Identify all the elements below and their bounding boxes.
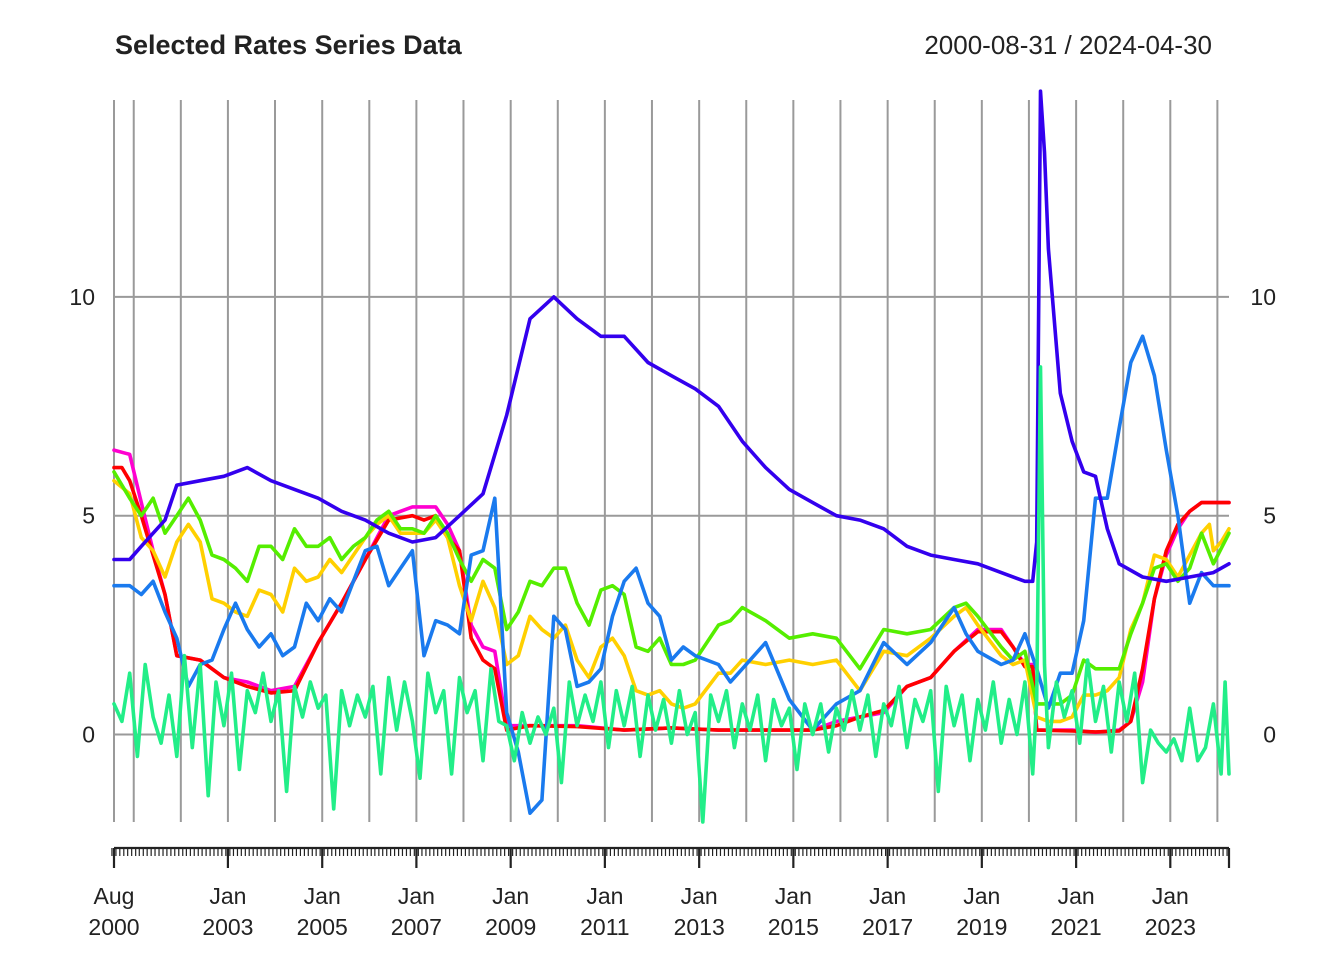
x-tick-label-month-6: Jan bbox=[681, 883, 718, 909]
series-line-2 bbox=[112, 465, 1231, 734]
x-tick-label-month-0: Aug bbox=[94, 883, 135, 909]
x-tick-label-year-8: 2017 bbox=[862, 914, 913, 940]
series-line-6 bbox=[112, 89, 1231, 584]
x-tick-label-year-9: 2019 bbox=[956, 914, 1007, 940]
x-tick-label-month-9: Jan bbox=[963, 883, 1000, 909]
x-tick-label-month-11: Jan bbox=[1152, 883, 1189, 909]
chart-title: Selected Rates Series Data bbox=[115, 30, 463, 60]
x-tick-label-month-2: Jan bbox=[304, 883, 341, 909]
x-tick-label-year-10: 2021 bbox=[1051, 914, 1102, 940]
series-line-4 bbox=[112, 470, 1231, 706]
x-tick-label-year-4: 2009 bbox=[485, 914, 536, 940]
y-tick-label-right-10: 10 bbox=[1250, 284, 1276, 310]
x-tick-label-year-1: 2003 bbox=[202, 914, 253, 940]
x-tick-label-year-0: 2000 bbox=[88, 914, 139, 940]
x-tick-label-month-7: Jan bbox=[775, 883, 812, 909]
series-layer bbox=[112, 89, 1231, 824]
y-axis-labels: 0 0 5 5 10 10 bbox=[69, 284, 1276, 748]
x-tick-label-year-5: 2011 bbox=[580, 914, 629, 940]
x-tick-label-month-5: Jan bbox=[586, 883, 623, 909]
x-axis: Aug 2000 Jan 2003 Jan 2005 Jan 2007 Jan 2009 Jan 20… bbox=[88, 846, 1231, 940]
x-tick-label-month-3: Jan bbox=[398, 883, 435, 909]
series-line-3 bbox=[112, 478, 1231, 724]
x-tick-label-year-7: 2015 bbox=[768, 914, 819, 940]
x-tick-label-month-4: Jan bbox=[492, 883, 529, 909]
x-tick-label-month-10: Jan bbox=[1058, 883, 1095, 909]
y-tick-label-left-0: 0 bbox=[82, 721, 95, 747]
y-tick-label-left-5: 5 bbox=[82, 503, 95, 529]
x-tick-label-year-2: 2005 bbox=[297, 914, 348, 940]
y-tick-label-right-0: 0 bbox=[1263, 721, 1276, 747]
x-tick-label-year-6: 2013 bbox=[674, 914, 725, 940]
x-tick-label-month-1: Jan bbox=[209, 883, 246, 909]
y-tick-label-right-5: 5 bbox=[1263, 503, 1276, 529]
date-range-label: 2000-08-31 / 2024-04-30 bbox=[924, 30, 1212, 60]
series-line-7 bbox=[112, 365, 1231, 824]
series-line-1 bbox=[112, 448, 1231, 735]
series-line-5 bbox=[112, 334, 1231, 815]
x-tick-label-year-3: 2007 bbox=[391, 914, 442, 940]
x-tick-label-month-8: Jan bbox=[869, 883, 906, 909]
y-tick-label-left-10: 10 bbox=[69, 284, 95, 310]
x-tick-label-year-11: 2023 bbox=[1145, 914, 1196, 940]
